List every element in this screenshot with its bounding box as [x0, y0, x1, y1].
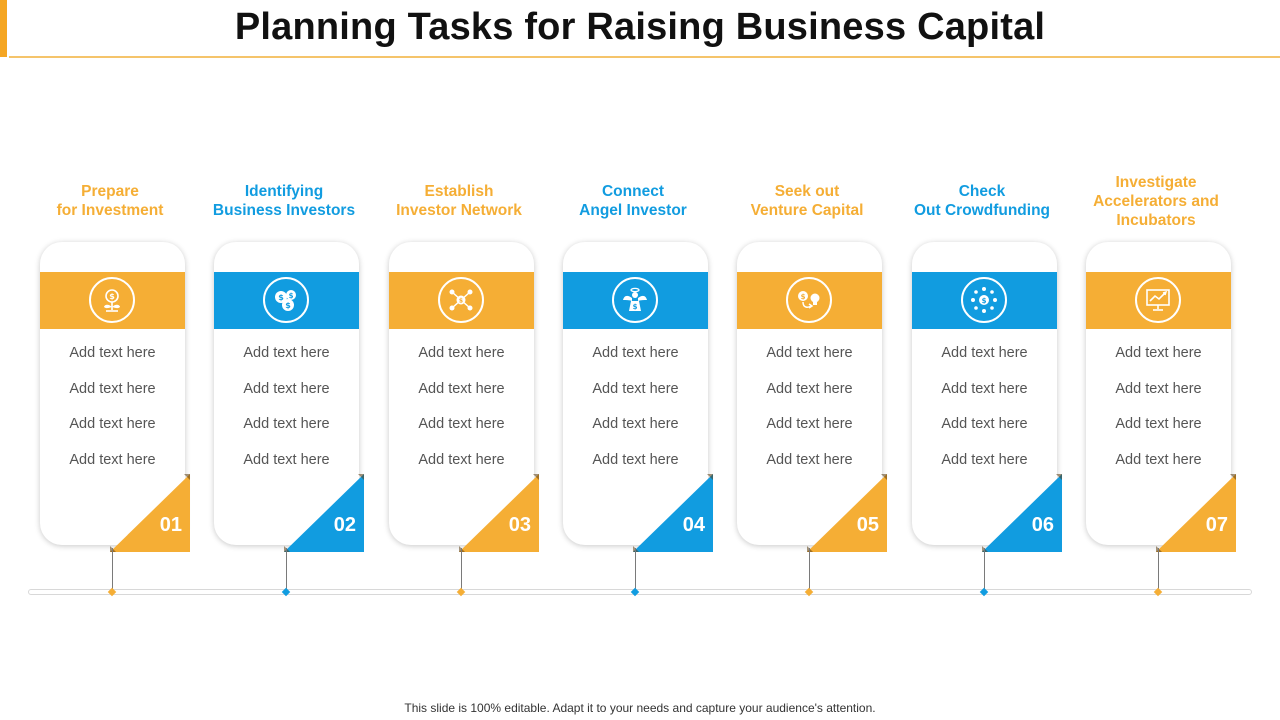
step-text-list: Add text here Add text here Add text here A…: [912, 343, 1057, 485]
step-text-list: Add text here Add text here Add text here A…: [737, 343, 882, 485]
step-05: Seek out Venture Capital $ Add text here Ad…: [727, 0, 887, 610]
step-connector-line: [112, 548, 113, 590]
step-connector-line: [809, 548, 810, 590]
step-02: Identifying Business Investors $ $ $ Add tex…: [204, 0, 364, 610]
step-text-item: Add text here: [243, 451, 330, 468]
crowdfunding-icon: $: [961, 277, 1007, 323]
timeline-marker: [456, 587, 466, 597]
step-connector-line: [635, 548, 636, 590]
svg-text:$: $: [278, 293, 284, 302]
step-title: Seek out Venture Capital: [750, 183, 864, 219]
step-text-item: Add text here: [766, 380, 853, 397]
investment-plant-icon: $: [89, 277, 135, 323]
step-text-list: Add text here Add text here Add text here A…: [214, 343, 359, 485]
step-number: 02: [333, 514, 356, 536]
step-01: Prepare for Investment $ Add text here Add …: [30, 0, 190, 610]
step-text-list: Add text here Add text here Add text here A…: [563, 343, 708, 485]
svg-text:$: $: [633, 303, 638, 311]
step-07: Investigate Accelerators and Incubators A…: [1076, 0, 1236, 610]
step-number-corner: [807, 474, 887, 552]
step-text-item: Add text here: [418, 345, 505, 361]
step-text-item: Add text here: [766, 416, 853, 432]
timeline-bar: [28, 589, 1252, 595]
step-title: Prepare for Investment: [56, 183, 164, 219]
step-number: 05: [856, 514, 879, 536]
svg-text:$: $: [459, 298, 463, 305]
step-text-item: Add text here: [69, 416, 156, 432]
timeline-marker: [979, 587, 989, 597]
title-accent-bar: [0, 0, 7, 57]
step-text-item: Add text here: [243, 345, 330, 361]
svg-text:$: $: [285, 301, 291, 310]
step-title: Establish Investor Network: [396, 183, 522, 219]
step-number-corner: [459, 474, 539, 552]
title-divider: [9, 56, 1280, 58]
step-connector-line: [461, 548, 462, 590]
timeline-marker: [804, 587, 814, 597]
step-title: Identifying Business Investors: [212, 183, 356, 219]
step-connector-line: [984, 548, 985, 590]
step-text-list: Add text here Add text here Add text here A…: [1086, 343, 1231, 485]
step-text-item: Add text here: [592, 345, 679, 361]
step-text-item: Add text here: [69, 451, 156, 468]
angel-money-bag-icon: $: [612, 277, 658, 323]
svg-text:$: $: [801, 293, 806, 301]
step-number-corner: [982, 474, 1062, 552]
dollar-coins-icon: $ $ $: [263, 277, 309, 323]
step-number: 01: [159, 514, 182, 536]
step-number: 07: [1205, 514, 1228, 536]
step-connector-line: [1158, 548, 1159, 590]
step-text-item: Add text here: [941, 416, 1028, 432]
network-nodes-icon: $: [438, 277, 484, 323]
step-number-corner: [1156, 474, 1236, 552]
step-title: Connect Angel Investor: [579, 183, 687, 219]
step-06: Check Out Crowdfunding $ Add text here Add …: [902, 0, 1062, 610]
step-text-item: Add text here: [418, 451, 505, 468]
svg-text:$: $: [982, 297, 987, 305]
step-text-item: Add text here: [766, 451, 853, 468]
dollar-idea-bulb-icon: $: [786, 277, 832, 323]
step-text-item: Add text here: [1115, 451, 1202, 468]
step-text-item: Add text here: [941, 451, 1028, 468]
step-text-item: Add text here: [941, 380, 1028, 397]
slide-title: Planning Tasks for Raising Business Capi…: [234, 6, 1046, 48]
step-04: Connect Angel Investor $ Add text here Add …: [553, 0, 713, 610]
step-number: 04: [682, 514, 705, 536]
step-text-item: Add text here: [69, 345, 156, 361]
step-number: 06: [1031, 514, 1054, 536]
step-title: Investigate Accelerators and Incubators: [1093, 173, 1219, 229]
step-text-item: Add text here: [243, 416, 330, 432]
step-text-list: Add text here Add text here Add text here A…: [389, 343, 534, 485]
step-text-item: Add text here: [243, 380, 330, 397]
timeline-marker: [281, 587, 291, 597]
step-03: Establish Investor Network $ Add text here…: [379, 0, 539, 610]
step-number-corner: [284, 474, 364, 552]
step-text-list: Add text here Add text here Add text here A…: [40, 343, 185, 485]
step-title: Check Out Crowdfunding: [913, 183, 1051, 219]
timeline-marker: [630, 587, 640, 597]
growth-chart-monitor-icon: [1135, 277, 1181, 323]
step-number: 03: [508, 514, 531, 536]
step-text-item: Add text here: [1115, 380, 1202, 397]
step-text-item: Add text here: [766, 345, 853, 361]
step-number-corner: [633, 474, 713, 552]
timeline-marker: [1153, 587, 1163, 597]
svg-text:$: $: [289, 292, 294, 300]
step-text-item: Add text here: [69, 380, 156, 397]
step-number-corner: [110, 474, 190, 552]
timeline-marker: [107, 587, 117, 597]
svg-text:$: $: [109, 292, 115, 301]
step-text-item: Add text here: [592, 380, 679, 397]
step-connector-line: [286, 548, 287, 590]
step-text-item: Add text here: [418, 416, 505, 432]
step-text-item: Add text here: [418, 380, 505, 397]
step-text-item: Add text here: [592, 451, 679, 468]
step-text-item: Add text here: [592, 416, 679, 432]
footer-note: This slide is 100% editable. Adapt it to…: [404, 701, 876, 715]
step-text-item: Add text here: [1115, 345, 1202, 361]
step-text-item: Add text here: [1115, 416, 1202, 432]
step-text-item: Add text here: [941, 345, 1028, 361]
